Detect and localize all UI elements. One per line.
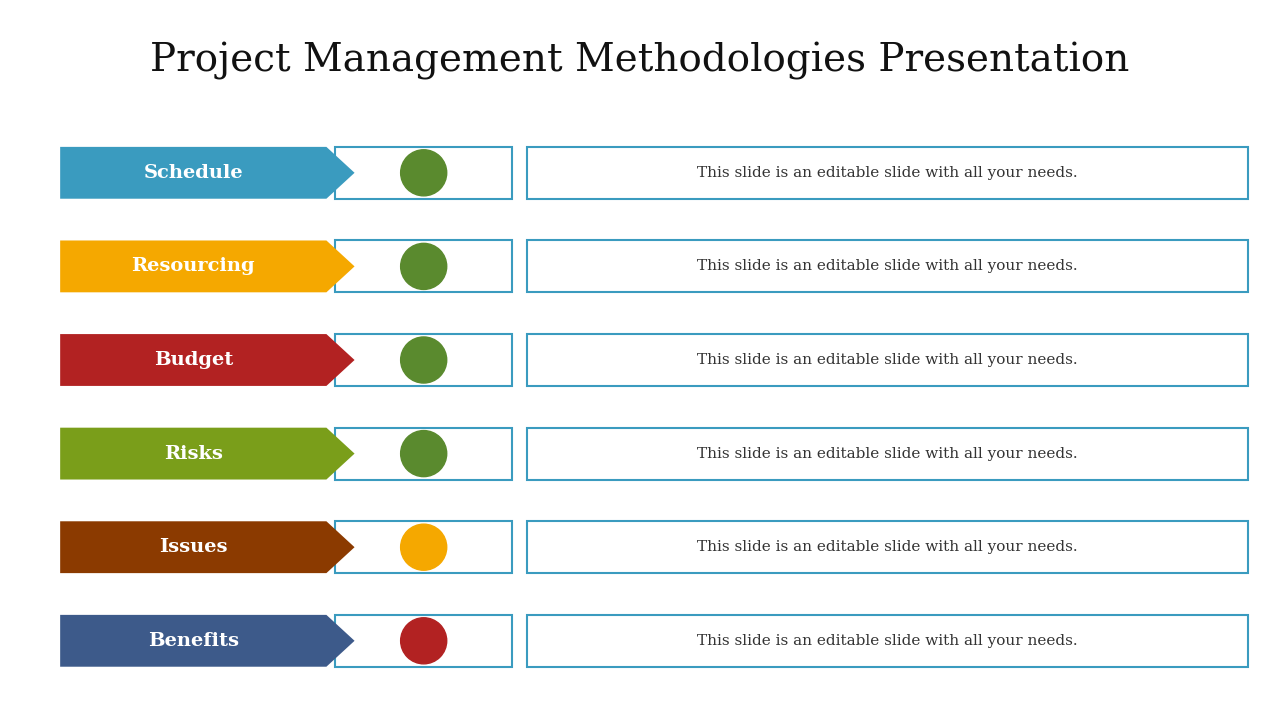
Ellipse shape xyxy=(401,337,447,383)
FancyBboxPatch shape xyxy=(335,334,512,386)
Text: This slide is an editable slide with all your needs.: This slide is an editable slide with all… xyxy=(698,353,1078,367)
FancyBboxPatch shape xyxy=(527,428,1248,480)
FancyBboxPatch shape xyxy=(527,147,1248,199)
FancyBboxPatch shape xyxy=(527,240,1248,292)
Text: Benefits: Benefits xyxy=(147,632,239,649)
Text: Resourcing: Resourcing xyxy=(132,257,255,275)
Polygon shape xyxy=(60,521,355,573)
FancyBboxPatch shape xyxy=(527,521,1248,573)
FancyBboxPatch shape xyxy=(335,521,512,573)
FancyBboxPatch shape xyxy=(335,147,512,199)
FancyBboxPatch shape xyxy=(527,334,1248,386)
Polygon shape xyxy=(60,428,355,480)
Text: This slide is an editable slide with all your needs.: This slide is an editable slide with all… xyxy=(698,259,1078,274)
Ellipse shape xyxy=(401,243,447,289)
Text: Budget: Budget xyxy=(154,351,233,369)
Ellipse shape xyxy=(401,150,447,196)
Text: This slide is an editable slide with all your needs.: This slide is an editable slide with all… xyxy=(698,634,1078,648)
Text: Issues: Issues xyxy=(159,538,228,556)
FancyBboxPatch shape xyxy=(335,240,512,292)
Polygon shape xyxy=(60,615,355,667)
FancyBboxPatch shape xyxy=(335,615,512,667)
Ellipse shape xyxy=(401,431,447,477)
Text: This slide is an editable slide with all your needs.: This slide is an editable slide with all… xyxy=(698,540,1078,554)
Polygon shape xyxy=(60,240,355,292)
Polygon shape xyxy=(60,147,355,199)
Polygon shape xyxy=(60,334,355,386)
Ellipse shape xyxy=(401,524,447,570)
FancyBboxPatch shape xyxy=(335,428,512,480)
Text: Risks: Risks xyxy=(164,444,223,462)
Text: Schedule: Schedule xyxy=(143,163,243,181)
Text: This slide is an editable slide with all your needs.: This slide is an editable slide with all… xyxy=(698,446,1078,461)
Ellipse shape xyxy=(401,618,447,664)
Text: This slide is an editable slide with all your needs.: This slide is an editable slide with all… xyxy=(698,166,1078,180)
Text: Project Management Methodologies Presentation: Project Management Methodologies Present… xyxy=(150,42,1130,80)
FancyBboxPatch shape xyxy=(527,615,1248,667)
